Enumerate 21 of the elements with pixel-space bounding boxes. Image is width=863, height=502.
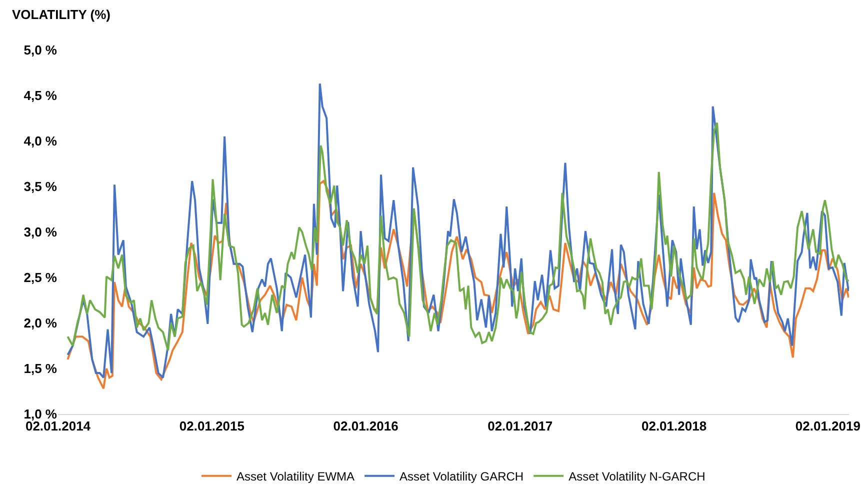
x-tick-label: 02.01.2016: [333, 418, 398, 434]
x-tick-label: 02.01.2015: [179, 418, 244, 434]
legend-label: Asset Volatility N-GARCH: [568, 470, 706, 484]
line-series: [66, 122, 849, 352]
y-tick-label: 2,0 %: [24, 316, 58, 331]
y-axis-title: VOLATILITY (%): [12, 7, 110, 22]
y-tick-label: 4,5 %: [24, 88, 58, 104]
y-tick-label: 5,0 %: [24, 42, 58, 58]
line-series: [66, 82, 849, 379]
legend-label: Asset Volatility GARCH: [400, 470, 524, 484]
y-tick-label: 4,0 %: [24, 134, 58, 149]
x-tick-label: 02.01.2017: [488, 418, 553, 434]
y-tick-label: 3,5 %: [24, 179, 58, 194]
y-tick-label: 2,5 %: [24, 270, 58, 286]
y-tick-label: 1,0 %: [24, 406, 58, 422]
legend-label: Asset Volatility EWMA: [236, 470, 355, 484]
y-tick-label: 1,5 %: [24, 361, 58, 376]
y-tick-label: 3,0 %: [24, 224, 58, 240]
line-series: [66, 180, 849, 390]
x-tick-label: 02.01.2018: [641, 418, 707, 434]
x-tick-label: 02.01.2019: [795, 418, 860, 434]
